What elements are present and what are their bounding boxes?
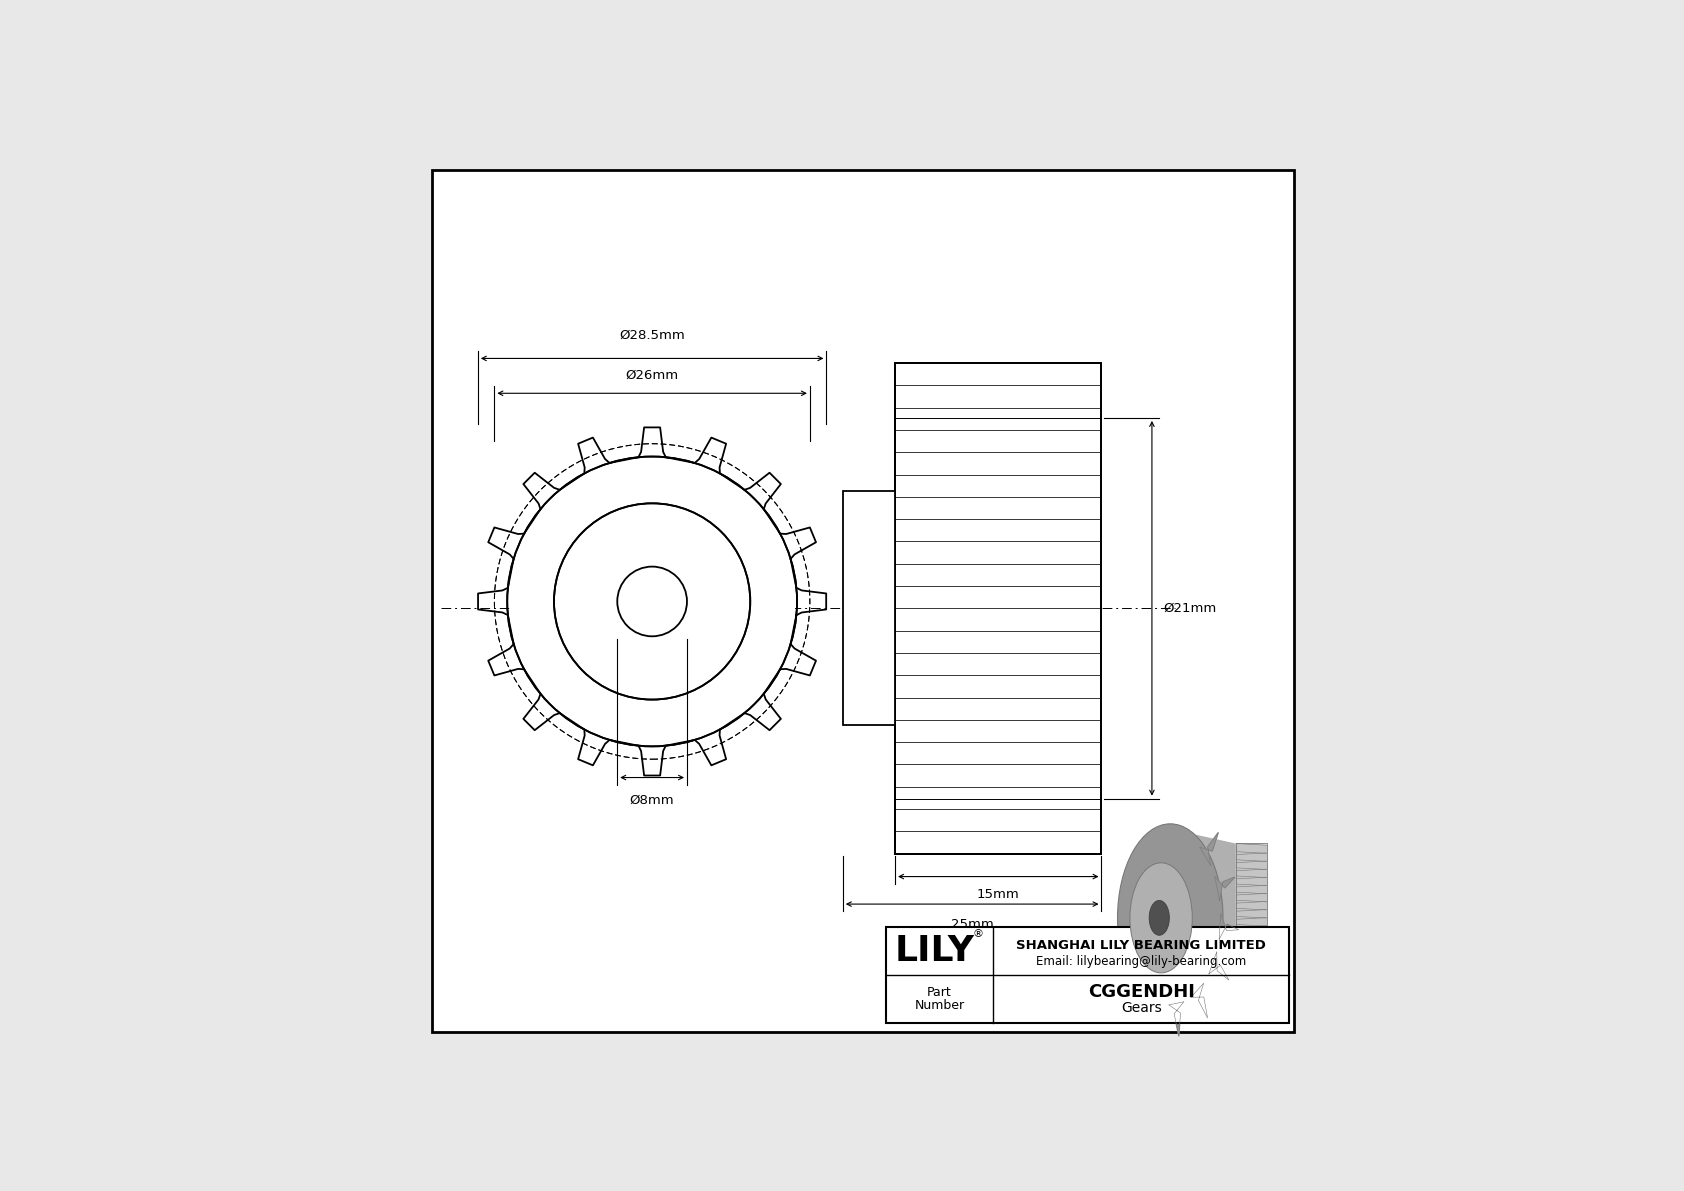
Bar	[896, 363, 1101, 854]
Polygon shape	[1236, 884, 1266, 894]
Polygon shape	[1236, 956, 1266, 968]
Text: Email: lilybearing@lily-bearing.com: Email: lilybearing@lily-bearing.com	[1036, 955, 1246, 968]
Polygon shape	[1236, 875, 1266, 887]
Polygon shape	[1236, 965, 1266, 975]
Text: CGGENDHI: CGGENDHI	[1088, 983, 1194, 1000]
Circle shape	[473, 423, 830, 780]
Text: Ø28.5mm: Ø28.5mm	[620, 329, 685, 342]
Ellipse shape	[1118, 824, 1223, 1012]
Polygon shape	[1236, 924, 1266, 935]
Text: SHANGHAI LILY BEARING LIMITED: SHANGHAI LILY BEARING LIMITED	[1015, 939, 1266, 952]
Polygon shape	[1236, 900, 1266, 911]
Text: 15mm: 15mm	[977, 888, 1021, 902]
Text: 25mm: 25mm	[951, 918, 994, 931]
Circle shape	[509, 459, 795, 744]
Polygon shape	[1236, 941, 1266, 952]
Polygon shape	[1236, 973, 1266, 984]
Text: LILY: LILY	[894, 934, 975, 968]
Circle shape	[556, 505, 748, 698]
Polygon shape	[1214, 877, 1234, 900]
Polygon shape	[1236, 949, 1266, 960]
Polygon shape	[1236, 843, 1266, 855]
Polygon shape	[1236, 916, 1266, 928]
Text: Part: Part	[928, 986, 951, 999]
Text: ®: ®	[972, 930, 983, 940]
Polygon shape	[1236, 852, 1266, 862]
Text: Ø21mm: Ø21mm	[1164, 601, 1216, 615]
Polygon shape	[1236, 981, 1266, 992]
Text: Number: Number	[914, 999, 965, 1012]
Polygon shape	[1191, 983, 1207, 1018]
Polygon shape	[1236, 909, 1266, 919]
Polygon shape	[1236, 933, 1266, 943]
Bar	[839, 354, 1111, 862]
Polygon shape	[1169, 1002, 1184, 1036]
Polygon shape	[1175, 831, 1258, 1005]
Text: Ø26mm: Ø26mm	[625, 368, 679, 381]
Text: Gears: Gears	[1122, 1002, 1162, 1016]
Polygon shape	[1199, 833, 1218, 866]
Bar	[886, 927, 1290, 1023]
Polygon shape	[1209, 952, 1229, 980]
Ellipse shape	[1148, 900, 1169, 935]
Polygon shape	[1219, 913, 1239, 940]
Ellipse shape	[1130, 862, 1192, 973]
Circle shape	[618, 568, 685, 635]
Bar	[844, 492, 896, 725]
Polygon shape	[1236, 868, 1266, 879]
Polygon shape	[1236, 892, 1266, 903]
Text: Ø8mm: Ø8mm	[630, 794, 674, 807]
Bar	[1236, 843, 1266, 993]
Bar	[896, 363, 1101, 854]
Polygon shape	[1236, 860, 1266, 871]
